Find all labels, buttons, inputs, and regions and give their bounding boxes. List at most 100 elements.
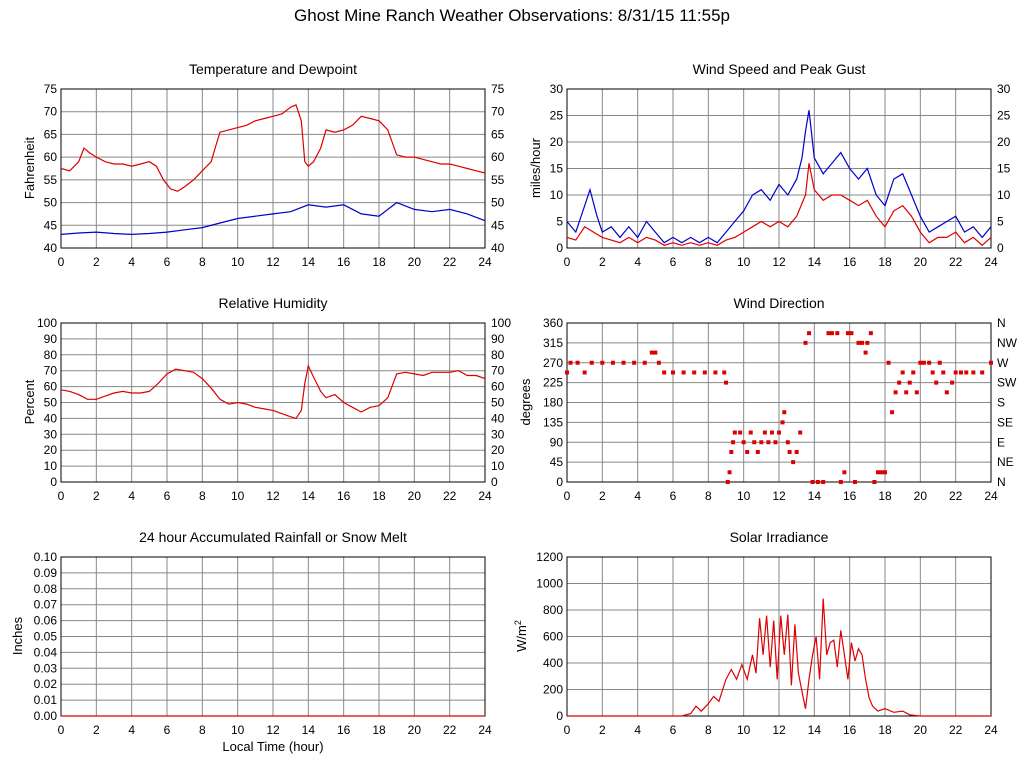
solar-y-axis-label: W/m2 xyxy=(513,620,529,652)
winddir-point xyxy=(589,360,594,365)
rain-y-axis-label: Inches xyxy=(10,616,25,655)
humidity-y-right-tick-label: 90 xyxy=(491,332,505,346)
winddir-point xyxy=(780,420,785,425)
winddir-y-right-tick-label: NE xyxy=(997,455,1014,469)
winddir-y-tick-label: 360 xyxy=(543,316,563,330)
winddir-y-right-tick-label: N xyxy=(997,475,1006,489)
winddir-point xyxy=(904,390,909,395)
humidity-x-tick-label: 20 xyxy=(408,489,422,503)
winddir-point xyxy=(842,470,847,475)
wind-y-right-tick-label: 0 xyxy=(997,241,1004,255)
humidity-y-right-tick-label: 40 xyxy=(491,411,505,425)
wind-x-tick-label: 6 xyxy=(670,255,677,269)
winddir-point xyxy=(642,360,647,365)
humidity-y-tick-label: 80 xyxy=(44,348,58,362)
winddir-point xyxy=(838,480,843,484)
humidity-x-tick-label: 8 xyxy=(199,489,206,503)
winddir-point xyxy=(879,470,884,475)
winddir-point xyxy=(845,331,850,336)
winddir-point xyxy=(725,480,730,484)
temp-x-tick-label: 8 xyxy=(199,255,206,269)
winddir-y-axis-label: degrees xyxy=(518,378,533,425)
winddir-point xyxy=(890,410,895,415)
winddir-y-tick-label: 90 xyxy=(550,435,564,449)
winddir-y-tick-label: 45 xyxy=(550,455,564,469)
winddir-x-tick-label: 4 xyxy=(634,489,641,503)
winddir-point xyxy=(713,370,718,375)
wind-y-right-tick-label: 10 xyxy=(997,188,1011,202)
winddir-point xyxy=(759,440,764,445)
humidity-y-tick-label: 40 xyxy=(44,411,58,425)
humidity-x-tick-label: 10 xyxy=(231,489,245,503)
winddir-point xyxy=(732,430,737,435)
rain-x-axis-label: Local Time (hour) xyxy=(222,739,323,754)
winddir-point xyxy=(810,480,815,484)
solar-x-tick-label: 16 xyxy=(843,723,857,737)
solar-plot-frame xyxy=(566,556,992,717)
wind-x-tick-label: 22 xyxy=(949,255,963,269)
winddir-point xyxy=(830,331,834,336)
solar-y-tick-label: 600 xyxy=(543,630,563,644)
winddir-point xyxy=(762,430,767,435)
humidity-y-tick-label: 20 xyxy=(44,443,58,457)
winddir-point xyxy=(773,440,778,445)
winddir-point xyxy=(671,370,675,375)
winddir-y-right-tick-label: SE xyxy=(997,415,1013,429)
winddir-point xyxy=(782,410,787,415)
winddir-point xyxy=(826,331,831,336)
rain-y-tick-label: 0.04 xyxy=(34,645,58,659)
rain-y-tick-label: 0.01 xyxy=(34,693,58,707)
solar-x-tick-label: 6 xyxy=(670,723,677,737)
humidity-x-tick-label: 2 xyxy=(93,489,100,503)
solar-x-tick-label: 10 xyxy=(737,723,751,737)
winddir-point xyxy=(741,440,746,445)
humidity-y-tick-label: 90 xyxy=(44,332,58,346)
temp-y-tick-label: 45 xyxy=(44,218,58,232)
solar-y-tick-label: 0 xyxy=(556,709,563,723)
winddir-point xyxy=(856,340,861,345)
winddir-point xyxy=(610,360,615,365)
wind-title: Wind Speed and Peak Gust xyxy=(693,61,866,77)
rain-x-tick-label: 0 xyxy=(58,723,65,737)
winddir-y-right-tick-label: W xyxy=(997,356,1009,370)
temp-series-line-0 xyxy=(60,104,486,192)
humidity-title: Relative Humidity xyxy=(219,295,328,311)
rain-x-tick-label: 16 xyxy=(337,723,351,737)
winddir-y-right-tick-label: N xyxy=(997,316,1006,330)
temp-y-tick-label: 75 xyxy=(44,82,58,96)
winddir-point xyxy=(950,380,955,385)
humidity-y-tick-label: 10 xyxy=(44,459,58,473)
solar-x-tick-label: 0 xyxy=(564,723,571,737)
humidity-series-line-0 xyxy=(60,364,486,420)
winddir-point xyxy=(860,340,865,345)
temp-x-tick-label: 4 xyxy=(128,255,135,269)
winddir-point xyxy=(883,470,887,475)
temp-y-right-tick-label: 45 xyxy=(491,218,505,232)
wind-x-tick-label: 8 xyxy=(705,255,712,269)
rain-y-tick-label: 0.06 xyxy=(34,614,58,628)
humidity-x-tick-label: 0 xyxy=(58,489,65,503)
rain-x-tick-label: 20 xyxy=(408,723,422,737)
solar-x-tick-label: 2 xyxy=(599,723,606,737)
winddir-point xyxy=(934,380,939,385)
winddir-point xyxy=(702,370,707,375)
temp-y-tick-label: 40 xyxy=(44,241,58,255)
winddir-point xyxy=(621,360,626,365)
winddir-point xyxy=(656,360,661,365)
winddir-point xyxy=(849,331,854,336)
rain-x-tick-label: 14 xyxy=(302,723,316,737)
winddir-point xyxy=(980,370,985,375)
winddir-y-tick-label: 225 xyxy=(543,376,563,390)
rain-x-tick-label: 22 xyxy=(443,723,457,737)
winddir-point xyxy=(900,370,905,375)
rain-y-tick-label: 0.02 xyxy=(34,677,58,691)
solar-y-tick-label: 800 xyxy=(543,603,563,617)
solar-x-tick-label: 12 xyxy=(772,723,786,737)
winddir-point xyxy=(752,440,757,445)
temp-x-tick-label: 10 xyxy=(231,255,245,269)
